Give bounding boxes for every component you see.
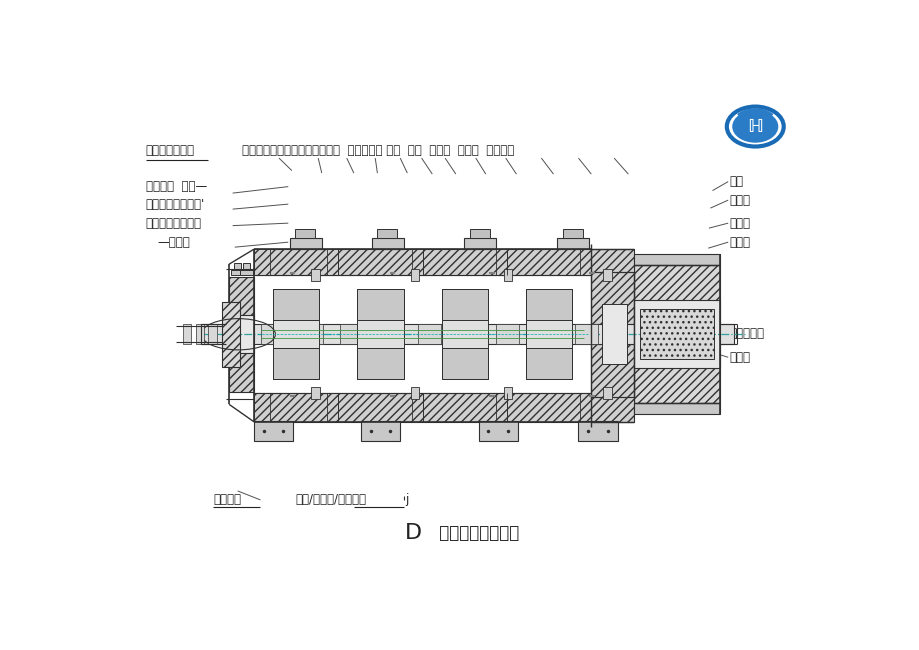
Bar: [196, 324, 204, 345]
Bar: [535, 324, 558, 345]
Bar: [441, 289, 487, 320]
Text: 进水段进水段密封环导叶套中段  中段密封环 叶轮  导叶  未导叶  出水段  平衡水管: 进水段进水段密封环导叶套中段 中段密封环 叶轮 导叶 未导叶 出水段 平衡水管: [242, 144, 514, 157]
Bar: [526, 289, 572, 320]
Bar: [580, 249, 591, 275]
Bar: [200, 324, 733, 345]
Bar: [221, 302, 240, 367]
Bar: [457, 324, 480, 345]
Bar: [357, 348, 403, 380]
Text: 填姆/轴套用/首级叶轮: 填姆/轴套用/首级叶轮: [295, 493, 366, 506]
Bar: [311, 387, 319, 399]
Bar: [464, 238, 496, 249]
Bar: [526, 320, 572, 348]
Bar: [295, 229, 315, 238]
Bar: [417, 324, 440, 345]
Text: 尾盖: 尾盖: [729, 175, 743, 188]
Bar: [411, 393, 422, 422]
Bar: [240, 270, 253, 275]
Bar: [633, 403, 719, 414]
Bar: [633, 254, 719, 265]
Bar: [229, 277, 254, 392]
Bar: [633, 300, 719, 369]
Bar: [478, 421, 517, 441]
Text: 穿杆联母、穿杆: 穿杆联母、穿杆: [145, 144, 195, 157]
Text: j: j: [404, 493, 408, 506]
Bar: [357, 320, 403, 348]
Bar: [377, 229, 397, 238]
Bar: [360, 421, 400, 441]
Bar: [243, 263, 250, 272]
Bar: [441, 348, 487, 380]
Bar: [503, 387, 512, 399]
Bar: [254, 421, 293, 441]
Text: 平衡套: 平衡套: [729, 216, 750, 229]
Bar: [633, 265, 719, 403]
Text: 轴套乙: 轴套乙: [729, 236, 750, 249]
Bar: [379, 324, 402, 345]
Bar: [273, 320, 319, 348]
Bar: [601, 304, 626, 364]
Bar: [503, 269, 512, 281]
Bar: [229, 315, 254, 354]
Bar: [578, 421, 617, 441]
Bar: [261, 324, 284, 345]
Bar: [273, 348, 319, 380]
Text: 填料压盖: 填料压盖: [213, 493, 241, 506]
Bar: [254, 393, 270, 422]
Bar: [526, 348, 572, 380]
Circle shape: [726, 107, 783, 146]
Bar: [327, 393, 338, 422]
Bar: [411, 269, 419, 281]
Bar: [273, 289, 319, 320]
Bar: [591, 344, 633, 396]
Bar: [574, 324, 597, 345]
Text: 平衡环: 平衡环: [729, 194, 750, 207]
Circle shape: [732, 111, 777, 143]
Text: 有孔轴承端盖、锁: 有孔轴承端盖、锁: [145, 216, 201, 229]
Bar: [591, 249, 633, 275]
Bar: [357, 289, 403, 320]
Bar: [411, 387, 419, 399]
Bar: [603, 269, 611, 281]
Bar: [327, 249, 338, 275]
Bar: [254, 393, 591, 422]
Bar: [557, 238, 588, 249]
Bar: [231, 270, 244, 275]
Text: 填料环，  轴赢—: 填料环， 轴赢—: [145, 180, 207, 193]
Bar: [591, 324, 633, 345]
Bar: [233, 263, 241, 272]
Bar: [441, 320, 487, 348]
Bar: [495, 393, 506, 422]
Bar: [209, 324, 217, 345]
Bar: [311, 269, 319, 281]
Bar: [254, 249, 591, 275]
Bar: [254, 249, 270, 275]
Bar: [639, 309, 713, 359]
Text: 平衡盘: 平衡盘: [729, 351, 750, 364]
Bar: [371, 238, 403, 249]
Bar: [580, 393, 591, 422]
Text: 型滚动轴承结构图: 型滚动轴承结构图: [434, 525, 519, 543]
Bar: [495, 249, 506, 275]
Bar: [289, 238, 322, 249]
Text: ℍ: ℍ: [746, 118, 763, 136]
Bar: [339, 324, 362, 345]
Bar: [300, 324, 323, 345]
Bar: [470, 229, 490, 238]
Text: 无孔轴承盖: 无孔轴承盖: [729, 327, 764, 340]
Bar: [411, 249, 422, 275]
Bar: [591, 272, 633, 324]
Bar: [496, 324, 518, 345]
Bar: [562, 229, 582, 238]
Text: 挡水圈＼轴承挡套': 挡水圈＼轴承挡套': [145, 198, 205, 211]
Bar: [591, 393, 633, 422]
Bar: [603, 387, 611, 399]
Bar: [183, 324, 191, 345]
Text: —螺母、: —螺母、: [158, 236, 190, 249]
Text: D: D: [404, 523, 421, 543]
